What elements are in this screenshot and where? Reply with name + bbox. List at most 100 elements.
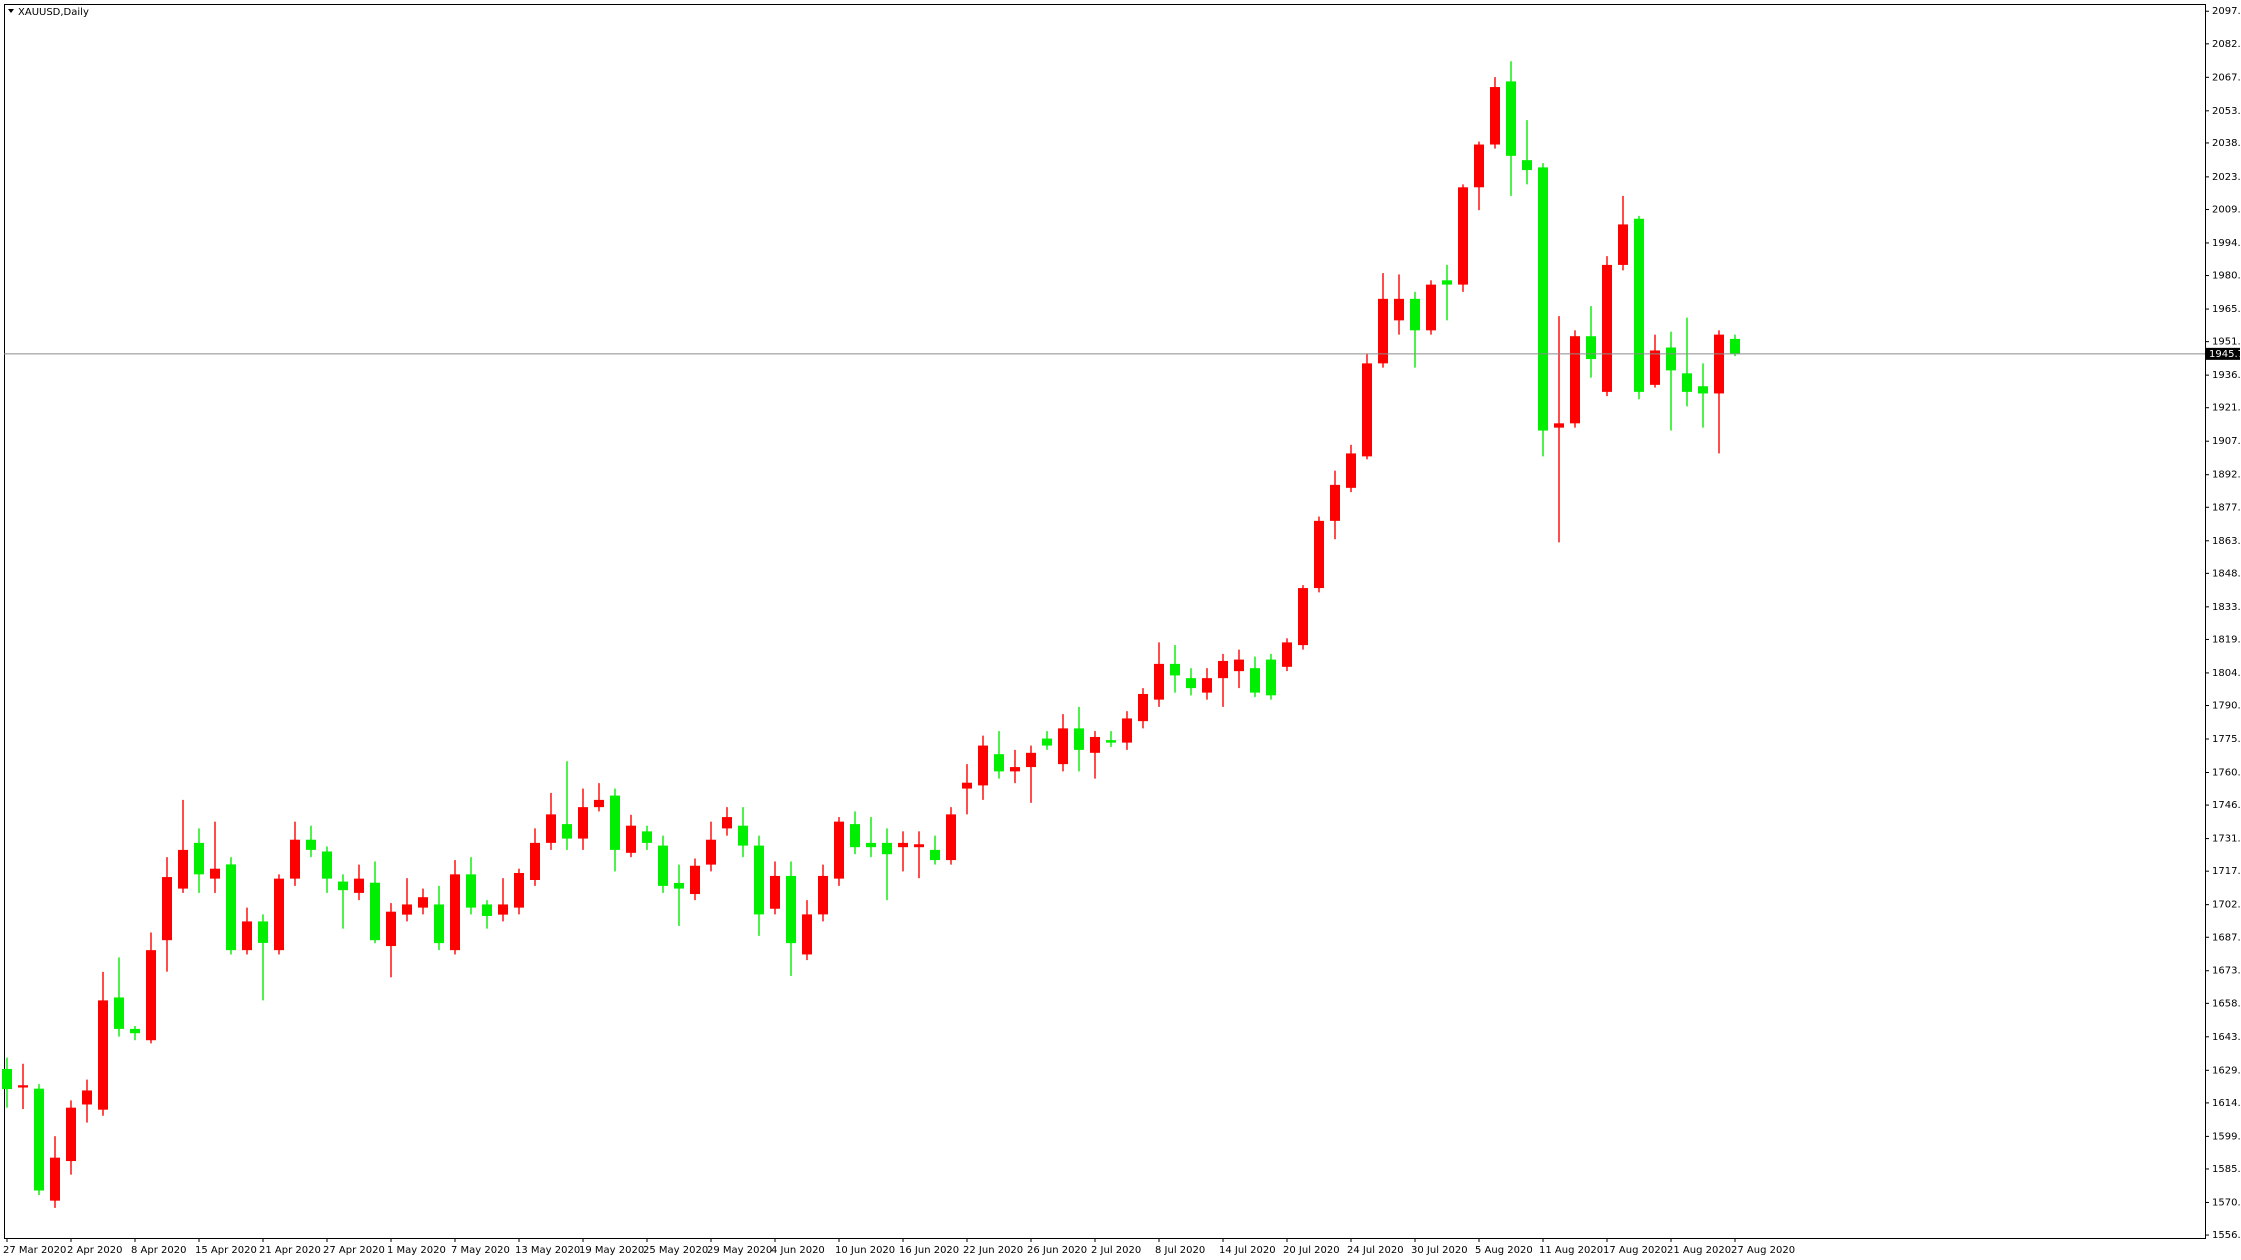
x-tick-label: 8 Jul 2020 (1155, 1245, 1205, 1256)
candle-body (770, 875, 780, 909)
candle-body (658, 845, 668, 886)
candle-body (1506, 81, 1516, 156)
candle-body (1682, 373, 1692, 392)
candle-body (962, 782, 972, 789)
y-tick-label: 2053.1 (2212, 106, 2241, 117)
candle-body (370, 882, 380, 941)
candle-body (1218, 660, 1228, 679)
candle-body (626, 825, 636, 853)
chart-title: XAUUSD,Daily (18, 7, 89, 18)
candle-body (818, 875, 828, 915)
x-tick-label: 29 May 2020 (707, 1245, 772, 1256)
candle-body (226, 864, 236, 951)
current-price-label: 1945.7 (2209, 349, 2241, 360)
x-tick-label: 2 Apr 2020 (67, 1245, 122, 1256)
candle-body (1586, 336, 1596, 360)
candle-body (1154, 663, 1164, 700)
candle-body (1410, 298, 1420, 331)
x-tick-label: 27 Mar 2020 (3, 1245, 66, 1256)
candle-body (514, 872, 524, 908)
y-tick-label: 1731.5 (2212, 834, 2241, 845)
candle-body (1330, 484, 1340, 521)
x-tick-label: 22 Jun 2020 (963, 1245, 1023, 1256)
y-tick-label: 1833.9 (2212, 602, 2241, 613)
candle-body (1394, 298, 1404, 321)
candle-body (130, 1028, 140, 1034)
candle-body (482, 904, 492, 916)
candle-body (1282, 642, 1292, 667)
candle-body (978, 745, 988, 786)
candle-body (1186, 678, 1196, 689)
candle-body (1122, 718, 1132, 743)
candle-body (1170, 663, 1180, 676)
symbol-menu-arrow[interactable] (8, 9, 14, 13)
y-tick-label: 1863.1 (2212, 536, 2241, 547)
candle-body (1490, 87, 1500, 145)
y-tick-label: 1702.3 (2212, 900, 2241, 911)
y-tick-label: 1804.7 (2212, 668, 2241, 679)
y-tick-label: 1717.1 (2212, 866, 2241, 877)
candle-body (802, 914, 812, 955)
candle-body (530, 842, 540, 880)
candle-body (1634, 218, 1644, 392)
y-tick-label: 1570.7 (2212, 1197, 2241, 1208)
x-tick-label: 10 Jun 2020 (835, 1245, 895, 1256)
candle-body (498, 904, 508, 915)
candle-body (1442, 280, 1452, 285)
candle-body (274, 878, 284, 951)
candle-body (434, 904, 444, 944)
candle-body (578, 807, 588, 839)
candle-body (722, 817, 732, 829)
candle-body (322, 851, 332, 879)
candle-body (18, 1085, 28, 1088)
candle-body (1010, 767, 1020, 772)
y-tick-label: 1556.3 (2212, 1230, 2241, 1241)
candle-body (306, 839, 316, 850)
candle-body (1650, 350, 1660, 385)
candle-body (1474, 144, 1484, 188)
candle-body (1730, 338, 1740, 354)
y-tick-label: 2082.7 (2212, 39, 2241, 50)
candle-body (562, 824, 572, 839)
x-tick-label: 30 Jul 2020 (1411, 1245, 1468, 1256)
x-tick-label: 21 Apr 2020 (259, 1245, 321, 1256)
x-tick-label: 4 Jun 2020 (771, 1245, 825, 1256)
candle-body (1458, 187, 1468, 285)
candle-body (1266, 659, 1276, 696)
candle-body (642, 831, 652, 843)
x-tick-label: 2 Jul 2020 (1091, 1245, 1141, 1256)
candle-body (1554, 423, 1564, 428)
x-tick-label: 5 Aug 2020 (1475, 1245, 1533, 1256)
candle-body (738, 825, 748, 846)
candle-body (914, 844, 924, 848)
candle-body (786, 875, 796, 944)
y-tick-label: 1907.1 (2212, 436, 2241, 447)
y-tick-label: 1599.9 (2212, 1131, 2241, 1142)
plot-frame (4, 4, 2206, 1239)
candle-body (674, 882, 684, 889)
candle-body (1314, 520, 1324, 589)
y-tick-label: 2067.9 (2212, 72, 2241, 83)
candle-body (450, 874, 460, 951)
y-tick-label: 2023.9 (2212, 172, 2241, 183)
x-tick-label: 13 May 2020 (515, 1245, 580, 1256)
x-tick-label: 27 Aug 2020 (1731, 1245, 1795, 1256)
y-tick-label: 1980.3 (2212, 271, 2241, 282)
candle-body (1138, 693, 1148, 722)
candle-body (690, 865, 700, 895)
x-tick-label: 15 Apr 2020 (195, 1245, 257, 1256)
candle-body (1202, 678, 1212, 693)
candle-body (1618, 224, 1628, 265)
y-tick-label: 1965.5 (2212, 304, 2241, 315)
x-tick-label: 24 Jul 2020 (1347, 1245, 1404, 1256)
candle-body (1538, 167, 1548, 431)
x-tick-label: 8 Apr 2020 (131, 1245, 186, 1256)
x-tick-label: 26 Jun 2020 (1027, 1245, 1087, 1256)
x-tick-label: 25 May 2020 (643, 1245, 708, 1256)
y-tick-label: 1936.3 (2212, 370, 2241, 381)
candle-body (1074, 728, 1084, 750)
y-tick-label: 1629.1 (2212, 1065, 2241, 1076)
candle-body (354, 878, 364, 893)
x-tick-label: 20 Jul 2020 (1283, 1245, 1340, 1256)
